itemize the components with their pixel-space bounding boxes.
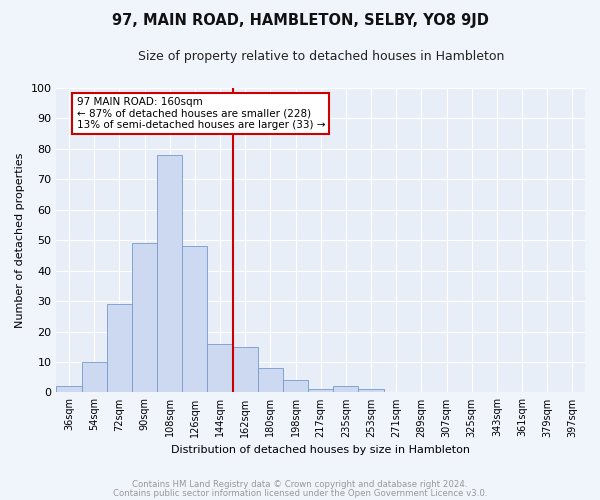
Bar: [258, 368, 283, 392]
Text: Contains public sector information licensed under the Open Government Licence v3: Contains public sector information licen…: [113, 490, 487, 498]
Bar: [233, 346, 258, 393]
Text: 97 MAIN ROAD: 160sqm
← 87% of detached houses are smaller (228)
13% of semi-deta: 97 MAIN ROAD: 160sqm ← 87% of detached h…: [77, 97, 325, 130]
Bar: [157, 155, 182, 392]
Bar: [182, 246, 208, 392]
Y-axis label: Number of detached properties: Number of detached properties: [15, 152, 25, 328]
Bar: [283, 380, 308, 392]
Text: 97, MAIN ROAD, HAMBLETON, SELBY, YO8 9JD: 97, MAIN ROAD, HAMBLETON, SELBY, YO8 9JD: [112, 12, 488, 28]
X-axis label: Distribution of detached houses by size in Hambleton: Distribution of detached houses by size …: [171, 445, 470, 455]
Bar: [107, 304, 132, 392]
Title: Size of property relative to detached houses in Hambleton: Size of property relative to detached ho…: [137, 50, 504, 63]
Bar: [56, 386, 82, 392]
Bar: [358, 390, 383, 392]
Bar: [308, 390, 333, 392]
Bar: [208, 344, 233, 392]
Bar: [82, 362, 107, 392]
Bar: [132, 243, 157, 392]
Bar: [333, 386, 358, 392]
Text: Contains HM Land Registry data © Crown copyright and database right 2024.: Contains HM Land Registry data © Crown c…: [132, 480, 468, 489]
